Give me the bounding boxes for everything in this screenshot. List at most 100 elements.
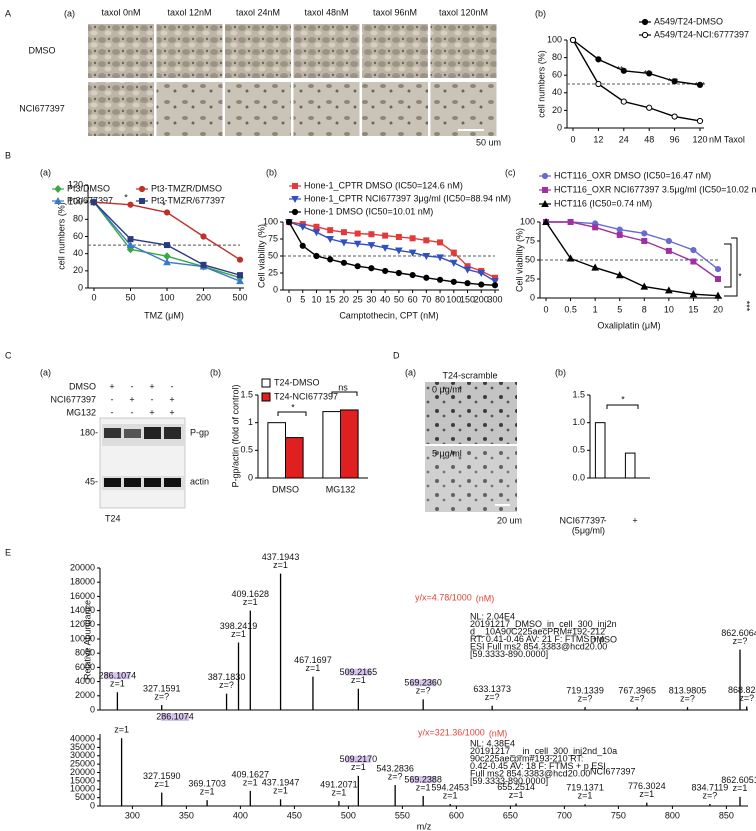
point xyxy=(567,219,574,225)
y-tick-label: 0.5 xyxy=(572,445,585,455)
point xyxy=(395,233,402,240)
panel-letter: A xyxy=(5,8,11,18)
label-highlight xyxy=(410,775,437,783)
x-tick-label: 1 xyxy=(593,304,598,314)
peak-charge: z=? xyxy=(485,692,500,702)
point xyxy=(353,240,362,248)
sign: + xyxy=(109,381,114,391)
column-header: taxol 12nM xyxy=(167,7,211,17)
peak-label: 569.2360 xyxy=(404,678,442,688)
x-axis-label: TMZ (μM) xyxy=(144,310,184,320)
y-tick-label: 16000 xyxy=(70,591,95,601)
y-tick-label: 80 xyxy=(552,52,562,62)
y-tick-label: 6000 xyxy=(75,662,95,672)
panel-label: (c) xyxy=(505,167,516,177)
x-tick-label: 96 xyxy=(670,134,680,144)
series-line xyxy=(288,221,496,282)
y-tick-label: 4000 xyxy=(75,676,95,686)
point xyxy=(592,224,599,231)
peak-label: 491.2071 xyxy=(320,779,358,789)
micrograph xyxy=(430,24,497,78)
bar xyxy=(340,409,359,479)
point xyxy=(368,231,375,238)
x-tick-label: DMSO xyxy=(272,484,299,494)
x-tick-label: 8 xyxy=(642,304,647,314)
series-line xyxy=(288,221,496,279)
label-highlight xyxy=(345,755,372,763)
micrograph xyxy=(430,82,497,136)
x-tick-label: 600 xyxy=(449,810,464,820)
point xyxy=(237,272,243,279)
x-axis-label: Camptothecin, CPT (nM) xyxy=(339,310,438,320)
x-tick-label: 25 xyxy=(353,294,363,304)
y-tick-label: 25 xyxy=(268,267,278,277)
bar xyxy=(624,452,636,479)
column-header: taxol 24nM xyxy=(236,7,280,17)
x-tick-label: 200 xyxy=(474,294,489,304)
peak-charge: z=? xyxy=(416,686,431,696)
peak-label: 862.6064 xyxy=(721,628,756,638)
series-line xyxy=(572,39,701,122)
peak-label: 655.2514 xyxy=(497,782,535,792)
y-tick-label: 120 xyxy=(68,179,83,189)
panel-label: (b) xyxy=(535,8,546,18)
dose-label: 5 μg/ml xyxy=(432,448,462,458)
point xyxy=(566,254,575,262)
annotation: ** xyxy=(616,64,624,74)
legend-marker xyxy=(292,183,298,189)
sign: - xyxy=(171,381,174,391)
point xyxy=(126,241,135,249)
point xyxy=(395,247,403,255)
peak-charge: z=1 xyxy=(110,679,125,689)
legend-marker xyxy=(641,31,649,39)
x-tick-label: 40 xyxy=(380,294,390,304)
y-tick-label: 35000 xyxy=(70,742,95,752)
micrograph xyxy=(225,82,291,136)
x-tick-label: 300 xyxy=(125,810,140,820)
peak-label: 398.2419 xyxy=(220,621,258,631)
point xyxy=(163,258,171,266)
point xyxy=(671,78,678,85)
y-tick-label: 0 xyxy=(530,292,535,302)
point xyxy=(200,261,207,268)
x-axis-label: (5μg/ml) xyxy=(572,525,605,535)
legend-label: A549/T24-DMSO xyxy=(654,16,723,26)
y-tick-label: 100 xyxy=(520,216,535,226)
point xyxy=(690,247,697,254)
peak-charge: z=1 xyxy=(200,787,215,797)
x-tick-label: 550 xyxy=(395,810,410,820)
label-highlight xyxy=(410,679,437,687)
label-highlight xyxy=(161,713,189,721)
y-tick-label: 20000 xyxy=(70,767,95,777)
point xyxy=(436,276,444,283)
label-highlight xyxy=(104,672,131,680)
micrograph xyxy=(88,24,154,78)
y-tick-label: 100 xyxy=(547,34,562,44)
point xyxy=(367,242,376,250)
y-tick-label: 0 xyxy=(90,800,95,810)
x-tick-label: 500 xyxy=(341,810,356,820)
x-tick-label: 300 xyxy=(487,294,502,304)
point xyxy=(449,259,458,267)
y-tick-label: 40000 xyxy=(70,733,95,743)
legend-label: A549/T24-NCI:6777397 xyxy=(654,29,749,39)
point xyxy=(298,223,307,231)
x-tick-label: 200 xyxy=(196,292,211,302)
x-axis-label: Oxaliplatin (μM) xyxy=(597,320,660,330)
peak-label: 862.6051 xyxy=(721,775,756,785)
point xyxy=(285,218,293,226)
y-tick-label: 50 xyxy=(268,250,278,260)
peak-charge: z=1 xyxy=(509,790,524,800)
x-tick-label: 15 xyxy=(325,294,335,304)
micrograph xyxy=(156,24,223,78)
point xyxy=(313,223,320,230)
y-tick-label: 30000 xyxy=(70,750,95,760)
bar xyxy=(267,422,286,479)
series-line xyxy=(545,221,719,297)
series-line xyxy=(546,221,719,280)
peak-charge: z=1 xyxy=(351,675,366,685)
panel-label: (a) xyxy=(40,367,51,377)
legend-label: Pt3/677397 xyxy=(67,195,113,205)
legend-label: Hone-1 DMSO (IC50=10.01 nM) xyxy=(304,206,433,216)
